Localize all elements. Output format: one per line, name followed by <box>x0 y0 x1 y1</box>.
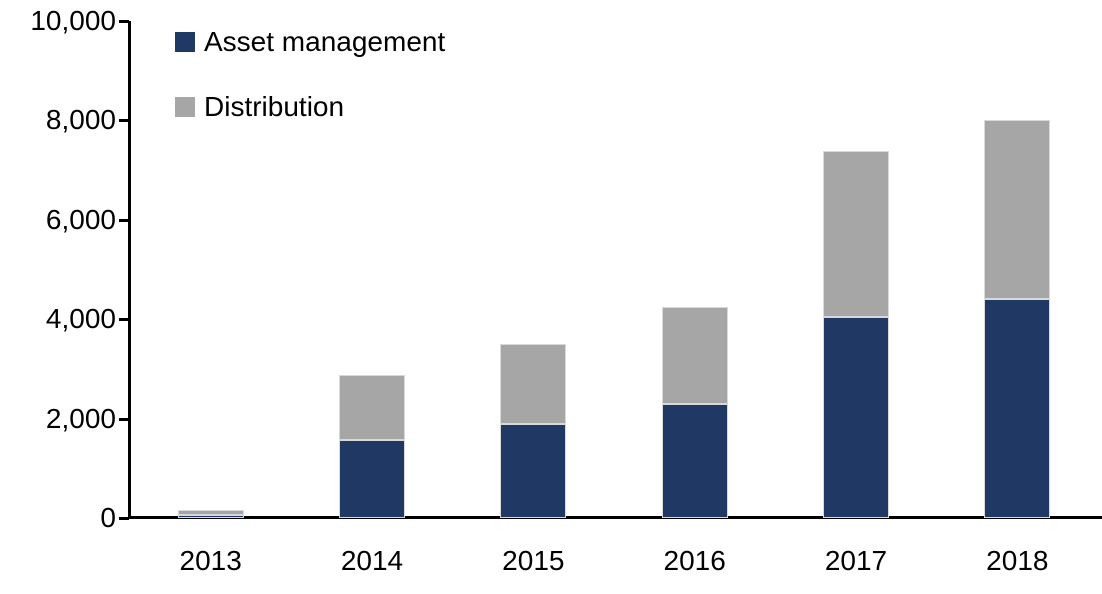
legend-item-asset-management: Asset management <box>175 26 446 57</box>
x-tick-label-2018: 2018 <box>986 545 1049 576</box>
x-tick-label-2014: 2014 <box>340 545 404 576</box>
bar-2015-segment-distribution <box>500 344 567 424</box>
bar-2017-segment-distribution <box>823 151 889 317</box>
bar-2018-segment-asset-management <box>984 299 1051 518</box>
y-tick-label: 0 <box>100 502 116 533</box>
legend-label-distribution: Distribution <box>204 91 345 122</box>
legend: Asset management Distribution <box>175 26 446 160</box>
x-tick-label-2015: 2015 <box>502 545 565 576</box>
y-tick-label: 8,000 <box>45 104 116 136</box>
y-tick-mark <box>119 119 129 123</box>
y-axis-line <box>128 21 131 518</box>
bar-2014-segment-asset-management <box>339 440 405 518</box>
bar-2013-segment-distribution <box>177 510 244 515</box>
bar-2014-segment-distribution <box>339 375 405 441</box>
bar-2017-segment-asset-management <box>823 316 889 518</box>
x-tick-label-2016: 2016 <box>663 545 726 576</box>
bar-2016-segment-distribution <box>661 306 728 404</box>
legend-item-distribution: Distribution <box>175 91 445 122</box>
y-tick-mark <box>119 417 129 421</box>
x-tick-label-2017: 2017 <box>824 545 888 576</box>
legend-label-asset-management: Asset management <box>204 26 446 57</box>
bar-2015-segment-asset-management <box>500 423 567 518</box>
bar-2013-segment-asset-management <box>177 514 244 518</box>
x-axis-line <box>128 516 1102 519</box>
bar-2016-segment-asset-management <box>661 403 728 518</box>
x-tick-label-2013: 2013 <box>179 545 242 576</box>
bar-2018-segment-distribution <box>984 120 1051 300</box>
y-tick-mark <box>119 218 129 222</box>
y-tick-mark <box>119 20 129 23</box>
y-tick-label: 6,000 <box>45 203 116 235</box>
y-tick-label: 4,000 <box>45 303 116 335</box>
y-tick-mark <box>119 517 129 520</box>
y-tick-label: 2,000 <box>45 402 116 434</box>
y-tick-mark <box>119 318 129 322</box>
y-tick-label: 10,000 <box>30 5 116 36</box>
legend-swatch-distribution-icon <box>175 97 195 117</box>
legend-swatch-asset-management-icon <box>175 32 195 52</box>
